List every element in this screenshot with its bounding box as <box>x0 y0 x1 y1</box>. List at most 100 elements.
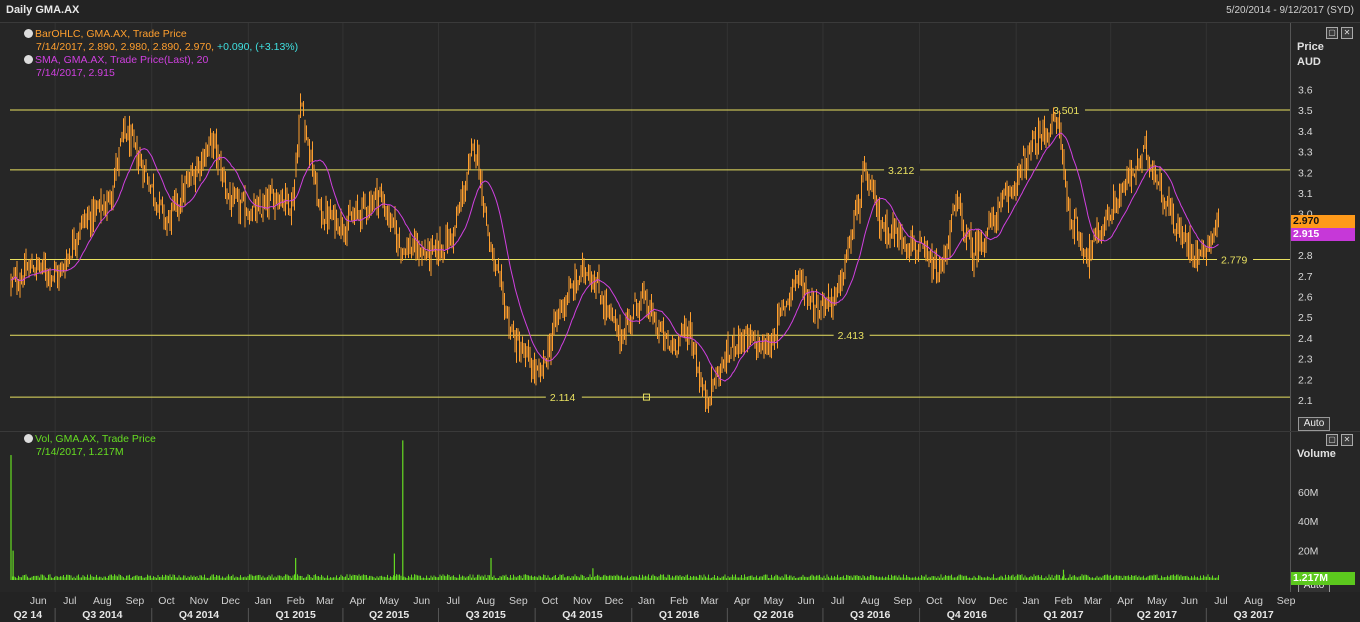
maximize-icon[interactable]: ▢ <box>1326 27 1338 39</box>
quarter-label: Q3 2016 <box>850 609 890 621</box>
reference-line-label: 2.413 <box>838 330 864 342</box>
quarter-label: Q2 2016 <box>753 609 793 621</box>
month-label: Oct <box>158 595 174 607</box>
quarter-label: Q3 2017 <box>1233 609 1273 621</box>
month-label: Jun <box>413 595 430 607</box>
month-label: Dec <box>989 595 1008 607</box>
quarter-label: Q1 2015 <box>276 609 316 621</box>
month-label: Sep <box>1277 595 1296 607</box>
quarter-label: Q1 2016 <box>659 609 699 621</box>
quarter-label: Q1 2017 <box>1043 609 1083 621</box>
month-label: Aug <box>861 595 880 607</box>
close-icon[interactable]: ✕ <box>1341 434 1353 446</box>
volume-panel: 20M 40M 60M Vol, GMA.AX, Trade Price 7/14/… <box>0 431 1360 593</box>
quarter-label: Q2 2017 <box>1137 609 1177 621</box>
month-label: May <box>1147 595 1168 607</box>
maximize-icon[interactable]: ▢ <box>1326 434 1338 446</box>
legend-toggle-icon[interactable] <box>24 434 33 443</box>
window-titlebar: Daily GMA.AX 5/20/2014 - 9/12/2017 (SYD) <box>0 0 1360 22</box>
price-auto-scale-button[interactable]: Auto <box>1298 417 1330 431</box>
price-tick-label: 2.3 <box>1298 354 1313 366</box>
month-label: Nov <box>957 595 976 607</box>
month-label: Jul <box>831 595 844 607</box>
quarter-label: Q2 2015 <box>369 609 409 621</box>
month-label: Jan <box>638 595 655 607</box>
month-label: Feb <box>670 595 688 607</box>
quarter-label: Q2 14 <box>14 609 43 621</box>
line-handle-icon <box>642 393 650 401</box>
price-axis-unit: AUD <box>1297 56 1321 68</box>
quarter-label: Q4 2015 <box>562 609 602 621</box>
month-label: Oct <box>542 595 558 607</box>
month-label: Jul <box>63 595 76 607</box>
ohlc-legend-values: 7/14/2017, 2.890, 2.980, 2.890, 2.970, <box>36 41 215 53</box>
month-label: Apr <box>1117 595 1134 607</box>
reference-label-bg <box>1048 103 1085 116</box>
legend-toggle-icon[interactable] <box>24 29 33 38</box>
quarter-label: Q4 2016 <box>947 609 987 621</box>
month-label: Sep <box>893 595 912 607</box>
month-label: Mar <box>1084 595 1103 607</box>
price-tick-label: 3.2 <box>1298 167 1313 179</box>
volume-chart[interactable]: 20M 40M 60M <box>0 432 1360 592</box>
month-label: Sep <box>126 595 145 607</box>
price-chart[interactable]: 2.12.22.32.42.52.62.72.82.93.03.13.23.33… <box>0 23 1360 431</box>
month-label: Aug <box>476 595 495 607</box>
last-volume-tag: 1.217M <box>1291 572 1355 585</box>
date-range[interactable]: 5/20/2014 - 9/12/2017 (SYD) <box>1226 5 1354 16</box>
quarter-label: Q3 2014 <box>82 609 122 621</box>
volume-axis-line <box>1290 432 1291 592</box>
volume-legend: Vol, GMA.AX, Trade Price 7/14/2017, 1.21… <box>24 433 156 459</box>
month-label: Dec <box>605 595 624 607</box>
month-label: Aug <box>93 595 112 607</box>
month-label: Nov <box>190 595 209 607</box>
price-axis-line <box>1290 23 1291 431</box>
month-label: Oct <box>926 595 942 607</box>
month-label: Sep <box>509 595 528 607</box>
price-tick-label: 2.8 <box>1298 250 1313 262</box>
month-label: May <box>379 595 400 607</box>
month-label: Jun <box>1181 595 1198 607</box>
month-label: Jun <box>30 595 47 607</box>
last-price-tag: 2.970 <box>1291 215 1355 228</box>
month-label: Mar <box>316 595 335 607</box>
month-label: Jan <box>255 595 272 607</box>
price-tick-label: 2.4 <box>1298 333 1313 345</box>
month-label: Nov <box>573 595 592 607</box>
month-label: Feb <box>1054 595 1072 607</box>
time-axis[interactable]: Jun Jul Aug Sep Oct Nov Dec Jan Feb Mar Apr May Jun J… <box>0 592 1360 622</box>
price-axis-title: Price <box>1297 41 1324 53</box>
last-sma-tag: 2.915 <box>1291 228 1355 241</box>
volume-legend-values: 7/14/2017, 1.217M <box>36 446 124 458</box>
month-label: Jul <box>446 595 459 607</box>
reference-label-bg <box>1217 253 1254 266</box>
reference-label-bg <box>545 391 582 404</box>
reference-line-label: 3.212 <box>888 165 914 177</box>
close-icon[interactable]: ✕ <box>1341 27 1353 39</box>
reference-label-bg <box>833 329 870 342</box>
quarter-label: Q3 2015 <box>466 609 506 621</box>
price-tick-label: 2.1 <box>1298 395 1313 407</box>
month-label: Apr <box>734 595 751 607</box>
volume-tick-label: 60M <box>1298 487 1318 499</box>
ohlc-legend-title[interactable]: BarOHLC, GMA.AX, Trade Price <box>35 28 187 40</box>
sma-legend-title[interactable]: SMA, GMA.AX, Trade Price(Last), 20 <box>35 54 209 66</box>
volume-bars <box>10 440 1219 580</box>
price-tick-label: 3.6 <box>1298 85 1313 97</box>
legend-toggle-icon[interactable] <box>24 55 33 64</box>
price-tick-label: 3.1 <box>1298 188 1313 200</box>
volume-legend-title[interactable]: Vol, GMA.AX, Trade Price <box>35 433 156 445</box>
reference-label-bg <box>884 163 921 176</box>
month-label: Jun <box>798 595 815 607</box>
chart-title: Daily GMA.AX <box>6 4 80 16</box>
ohlc-legend-change: +0.090, (+3.13%) <box>217 41 299 53</box>
price-tick-label: 2.5 <box>1298 312 1313 324</box>
volume-tick-label: 20M <box>1298 546 1318 558</box>
reference-line-label: 2.114 <box>550 392 576 404</box>
price-tick-label: 3.5 <box>1298 105 1313 117</box>
month-label: Dec <box>221 595 240 607</box>
month-label: Apr <box>349 595 366 607</box>
volume-axis-title: Volume <box>1297 448 1336 460</box>
sma-legend-values: 7/14/2017, 2.915 <box>36 67 115 79</box>
reference-line-label: 2.779 <box>1221 254 1247 266</box>
